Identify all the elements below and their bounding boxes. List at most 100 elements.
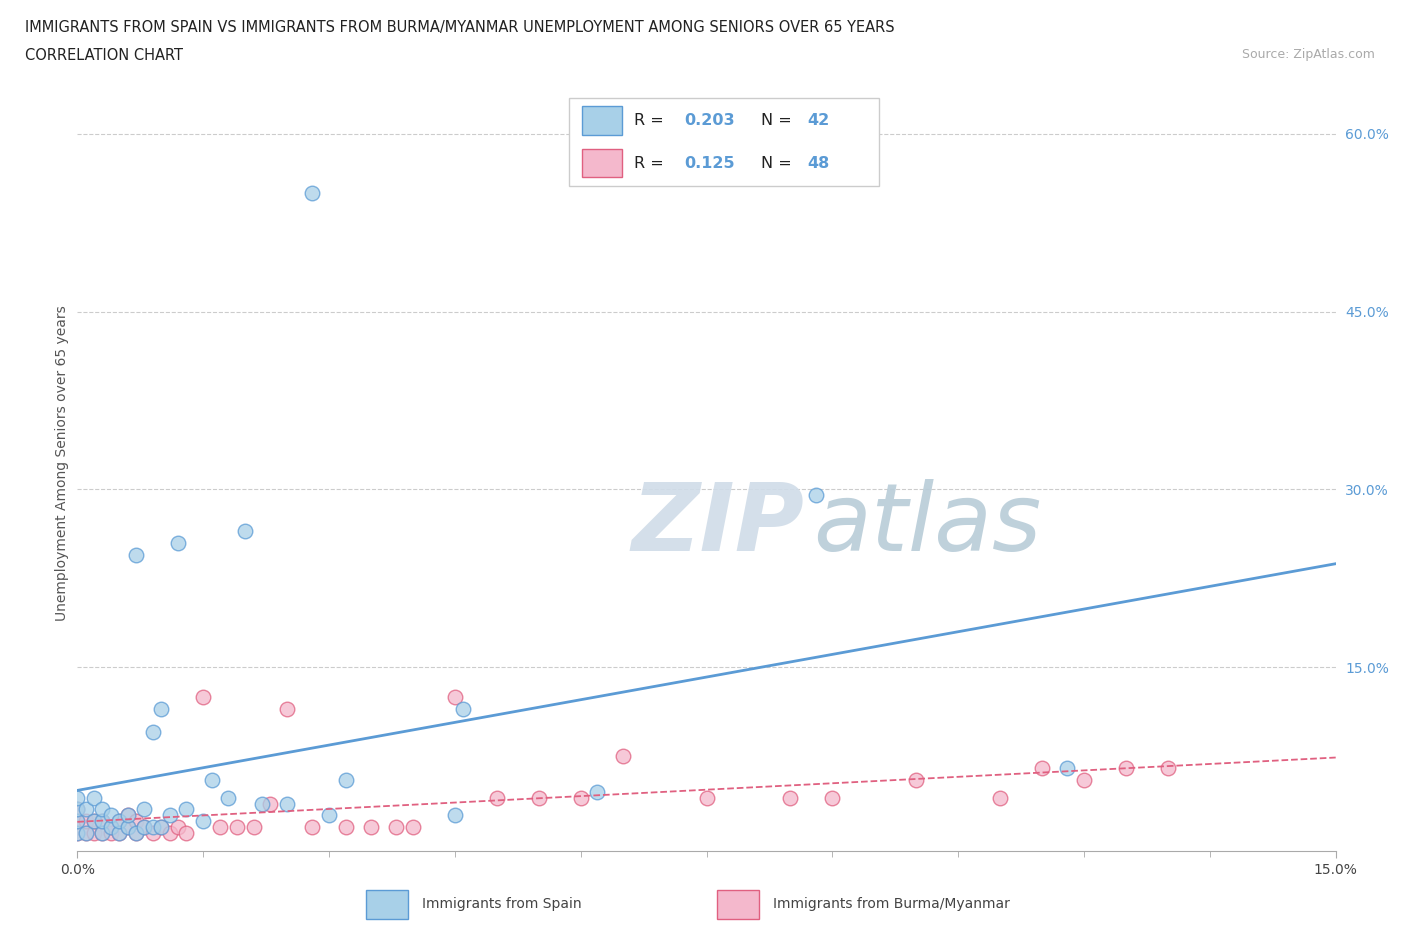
Point (444, 808, 467, 823)
Point (75, 814, 97, 829)
Point (83, 826, 105, 841)
Point (208, 820, 231, 835)
Point (1073, 773, 1095, 788)
Point (125, 814, 148, 829)
Point (779, 790, 801, 805)
Text: Immigrants from Spain: Immigrants from Spain (422, 897, 582, 911)
Point (1056, 761, 1078, 776)
Point (569, 790, 592, 805)
Point (66, 826, 89, 841)
Text: 48: 48 (807, 155, 830, 170)
Point (125, 826, 148, 841)
Text: 42: 42 (807, 113, 830, 128)
Point (83, 790, 105, 805)
Point (176, 826, 198, 841)
Point (167, 536, 190, 551)
Point (191, 689, 215, 704)
Text: atlas: atlas (814, 479, 1042, 570)
Point (402, 820, 425, 835)
Point (821, 790, 844, 805)
Point (66, 814, 89, 829)
Point (108, 814, 131, 829)
Point (134, 820, 156, 835)
Point (75, 826, 97, 841)
Point (612, 749, 634, 764)
Point (75, 802, 97, 817)
Point (66, 826, 89, 841)
Point (66, 802, 89, 817)
Point (242, 820, 264, 835)
Point (276, 701, 298, 716)
Point (233, 524, 256, 538)
Point (83, 814, 105, 829)
Point (117, 808, 139, 823)
Point (66, 814, 89, 829)
Point (167, 820, 190, 835)
Point (301, 820, 323, 835)
Point (301, 185, 323, 200)
Point (75, 826, 97, 841)
Text: R =: R = (634, 155, 664, 170)
Point (335, 820, 357, 835)
Point (142, 826, 165, 841)
Point (586, 784, 609, 799)
Point (134, 820, 156, 835)
Point (91, 814, 114, 829)
Point (91, 802, 114, 817)
Point (142, 725, 165, 740)
Point (83, 814, 105, 829)
Point (142, 820, 165, 835)
Point (1031, 761, 1053, 776)
Text: R =: R = (634, 113, 664, 128)
Point (451, 701, 474, 716)
Point (91, 826, 114, 841)
Point (225, 820, 247, 835)
Point (444, 689, 467, 704)
Point (125, 826, 148, 841)
Point (1157, 761, 1180, 776)
Point (117, 808, 139, 823)
Text: IMMIGRANTS FROM SPAIN VS IMMIGRANTS FROM BURMA/MYANMAR UNEMPLOYMENT AMONG SENIOR: IMMIGRANTS FROM SPAIN VS IMMIGRANTS FROM… (25, 20, 896, 35)
Point (191, 814, 215, 829)
Point (91, 826, 114, 841)
Point (385, 820, 408, 835)
Point (217, 790, 239, 805)
Point (527, 790, 550, 805)
FancyBboxPatch shape (582, 107, 621, 135)
Text: ZIP: ZIP (631, 479, 804, 571)
Point (108, 826, 131, 841)
Point (100, 808, 122, 823)
Point (259, 796, 281, 811)
Point (117, 820, 139, 835)
Text: Immigrants from Burma/Myanmar: Immigrants from Burma/Myanmar (773, 897, 1010, 911)
Point (108, 814, 131, 829)
FancyBboxPatch shape (582, 149, 621, 177)
Point (100, 826, 122, 841)
Point (100, 820, 122, 835)
Point (66, 802, 89, 817)
Point (804, 488, 827, 503)
Point (91, 814, 114, 829)
Point (159, 808, 181, 823)
Point (176, 802, 198, 817)
Point (100, 820, 122, 835)
Text: CORRELATION CHART: CORRELATION CHART (25, 48, 183, 63)
Point (134, 802, 156, 817)
Text: 0.203: 0.203 (683, 113, 734, 128)
Point (66, 790, 89, 805)
Point (150, 701, 173, 716)
Point (125, 547, 148, 562)
Point (108, 826, 131, 841)
FancyBboxPatch shape (366, 890, 408, 919)
Point (159, 826, 181, 841)
Point (335, 773, 357, 788)
Point (200, 773, 222, 788)
Point (905, 773, 928, 788)
Point (696, 790, 718, 805)
Point (1115, 761, 1137, 776)
FancyBboxPatch shape (569, 98, 879, 186)
Point (150, 820, 173, 835)
Text: N =: N = (761, 155, 792, 170)
Point (250, 796, 273, 811)
Point (988, 790, 1011, 805)
